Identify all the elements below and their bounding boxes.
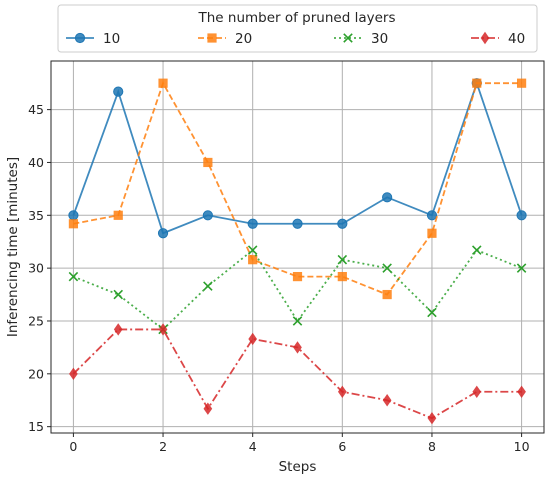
circle-marker	[157, 228, 169, 239]
circle-marker	[247, 218, 258, 229]
diamond-marker	[248, 332, 258, 346]
diamond-marker	[472, 385, 482, 398]
legend-label: 20	[235, 31, 252, 47]
square-marker	[292, 271, 303, 282]
square-marker	[516, 78, 527, 88]
diamond-marker	[517, 385, 526, 398]
x-marker	[427, 307, 437, 318]
diamond-marker	[480, 31, 490, 45]
x-marker	[516, 263, 527, 273]
legend: The number of pruned layers 10 20 30 40	[57, 4, 538, 53]
y-tick-label: 15	[28, 419, 44, 434]
diamond-marker	[427, 412, 437, 425]
diamond-marker	[158, 323, 168, 336]
x-tick-label: 0	[69, 439, 77, 454]
diamond-marker	[69, 367, 78, 381]
plot-area	[50, 60, 545, 434]
square-marker	[427, 228, 437, 238]
circle-marker	[516, 210, 527, 221]
x-marker	[337, 254, 348, 265]
grid	[51, 61, 544, 433]
circle-marker	[68, 210, 79, 221]
circle-marker	[74, 32, 86, 44]
square-marker	[248, 255, 258, 265]
square-marker	[382, 289, 392, 300]
series-30	[68, 245, 527, 335]
circle-marker	[292, 218, 303, 229]
x-marker	[203, 281, 213, 291]
circle-marker	[337, 218, 348, 229]
x-marker	[247, 245, 258, 255]
x-tick-label: 6	[338, 439, 346, 454]
x-marker	[343, 33, 353, 43]
series-line	[73, 80, 522, 296]
x-tick-label: 4	[249, 439, 257, 454]
y-tick-label: 40	[28, 155, 44, 170]
legend-title: The number of pruned layers	[198, 10, 396, 26]
x-tick-label: 8	[428, 439, 436, 454]
legend-label: 40	[508, 31, 525, 47]
x-tick-label: 2	[159, 439, 167, 454]
diamond-marker	[113, 323, 123, 336]
series-10	[68, 78, 527, 239]
diamond-marker	[203, 402, 213, 415]
legend-item-40: 40	[471, 31, 525, 47]
series-line	[73, 248, 522, 331]
x-marker	[382, 263, 392, 273]
x-marker	[113, 289, 123, 300]
legend-frame	[57, 4, 538, 53]
circle-marker	[426, 210, 438, 221]
legend-item-20: 20	[198, 31, 252, 47]
circle-marker	[113, 86, 124, 97]
legend-item-10: 10	[66, 31, 120, 47]
series-20	[68, 78, 527, 300]
legend-items: 10 20 30 40	[66, 31, 525, 47]
x-marker	[68, 271, 79, 282]
square-marker	[337, 271, 347, 282]
square-marker	[158, 78, 168, 88]
circle-marker	[202, 210, 213, 221]
y-tick-label: 30	[28, 261, 44, 276]
y-axis-label: Inferencing time [minutes]	[5, 157, 21, 337]
square-marker	[207, 33, 217, 43]
x-axis-label: Steps	[279, 459, 317, 475]
square-marker	[113, 210, 123, 220]
y-tick-label: 45	[28, 102, 44, 117]
diamond-marker	[382, 394, 392, 407]
square-marker	[68, 219, 79, 229]
axis-ticks: 0 2 4 6 8 10 15 20 25 30 35 40 45	[28, 102, 529, 454]
y-tick-label: 20	[28, 366, 44, 381]
diamond-marker	[293, 341, 302, 354]
circle-marker	[382, 192, 393, 203]
square-marker	[472, 78, 482, 88]
y-tick-label: 25	[28, 313, 44, 328]
legend-label: 10	[103, 31, 120, 47]
legend-item-30: 30	[334, 31, 388, 47]
series-group	[68, 78, 527, 425]
x-tick-label: 10	[514, 439, 530, 454]
y-tick-label: 35	[28, 208, 44, 223]
diamond-marker	[337, 385, 347, 398]
square-marker	[203, 157, 213, 168]
series-40	[69, 323, 526, 425]
x-marker	[472, 245, 482, 255]
legend-label: 30	[371, 31, 388, 47]
x-marker	[292, 316, 303, 326]
